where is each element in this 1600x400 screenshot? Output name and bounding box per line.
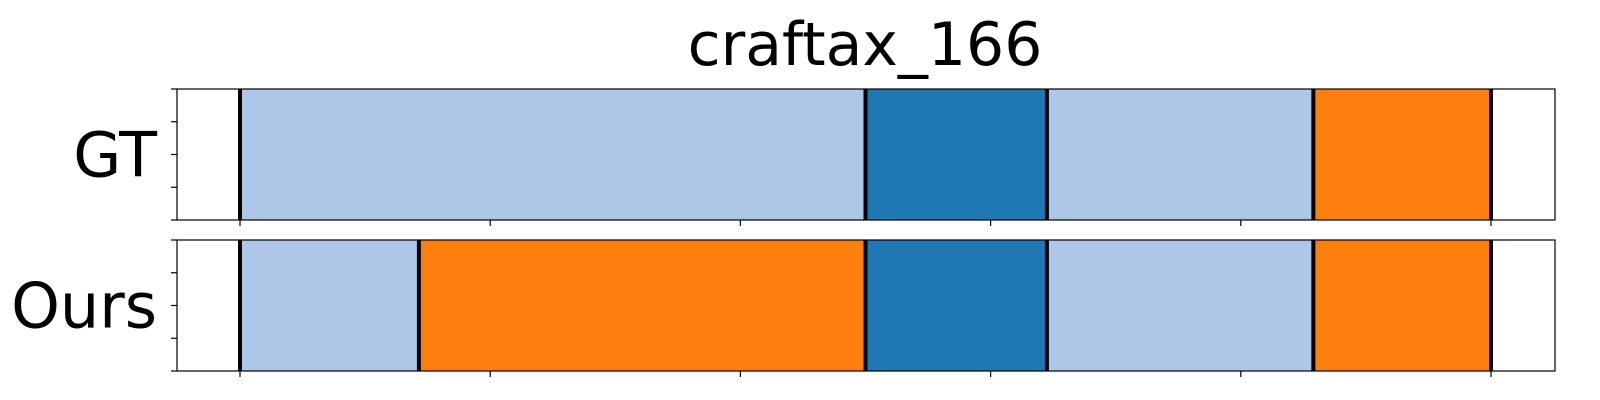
row-label-ours: Ours bbox=[11, 270, 157, 343]
segment-gt-3 bbox=[1313, 89, 1491, 220]
segment-gt-0 bbox=[240, 89, 866, 220]
row-label-gt: GT bbox=[73, 119, 158, 192]
row-gt: GT bbox=[73, 88, 1556, 226]
segment-ours-2 bbox=[865, 240, 1047, 371]
chart-title: craftax_166 bbox=[688, 10, 1043, 80]
segment-gt-1 bbox=[865, 89, 1047, 220]
segment-ours-1 bbox=[418, 240, 866, 371]
segment-gt-2 bbox=[1046, 89, 1314, 220]
segment-ours-4 bbox=[1313, 240, 1491, 371]
row-ours: Ours bbox=[11, 239, 1556, 377]
segment-ours-3 bbox=[1046, 240, 1314, 371]
rows-layer: GT Ours bbox=[11, 88, 1556, 377]
segment-ours-0 bbox=[240, 240, 419, 371]
